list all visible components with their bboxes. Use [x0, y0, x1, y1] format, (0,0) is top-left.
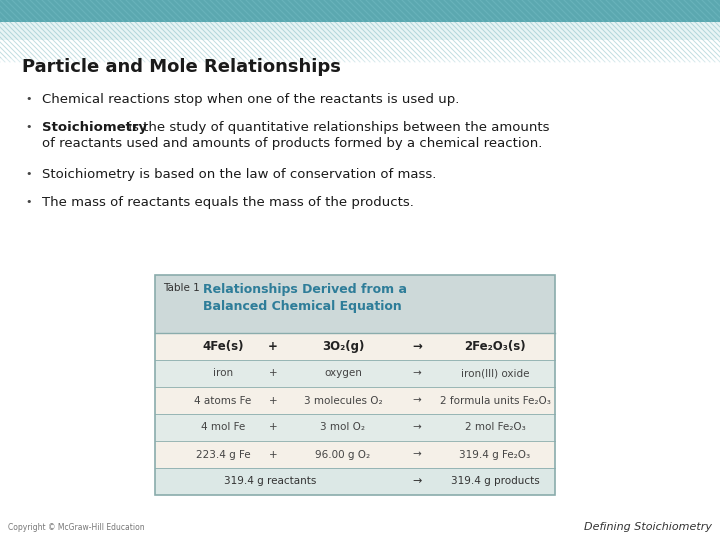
Text: Particle and Mole Relationships: Particle and Mole Relationships — [22, 58, 341, 76]
Text: →: → — [413, 476, 422, 487]
Bar — [0, 22, 720, 40]
Text: 319.4 g Fe₂O₃: 319.4 g Fe₂O₃ — [459, 449, 531, 460]
Bar — [155, 468, 555, 495]
Text: 319.4 g products: 319.4 g products — [451, 476, 539, 487]
Text: The mass of reactants equals the mass of the products.: The mass of reactants equals the mass of… — [42, 196, 414, 209]
Text: →: → — [413, 395, 421, 406]
Text: Balanced Chemical Equation: Balanced Chemical Equation — [203, 300, 402, 313]
Text: of reactants used and amounts of products formed by a chemical reaction.: of reactants used and amounts of product… — [42, 137, 542, 150]
Text: •: • — [25, 197, 32, 207]
Text: 2Fe₂O₃(s): 2Fe₂O₃(s) — [464, 340, 526, 353]
Text: iron(III) oxide: iron(III) oxide — [461, 368, 529, 379]
Text: 3 molecules O₂: 3 molecules O₂ — [304, 395, 382, 406]
Bar — [155, 275, 555, 333]
Bar — [155, 441, 555, 468]
Text: 4 atoms Fe: 4 atoms Fe — [194, 395, 251, 406]
Text: Relationships Derived from a: Relationships Derived from a — [203, 283, 407, 296]
Text: +: + — [269, 422, 277, 433]
Text: 4Fe(s): 4Fe(s) — [202, 340, 244, 353]
Bar — [155, 387, 555, 414]
Text: •: • — [25, 169, 32, 179]
Text: →: → — [413, 422, 421, 433]
Text: 4 mol Fe: 4 mol Fe — [201, 422, 245, 433]
Text: is the study of quantitative relationships between the amounts: is the study of quantitative relationshi… — [124, 121, 549, 134]
Text: Defining Stoichiometry: Defining Stoichiometry — [584, 522, 712, 532]
Text: Chemical reactions stop when one of the reactants is used up.: Chemical reactions stop when one of the … — [42, 93, 459, 106]
Text: 2 formula units Fe₂O₃: 2 formula units Fe₂O₃ — [440, 395, 550, 406]
Text: Stoichiometry: Stoichiometry — [42, 121, 147, 134]
Text: Table 1: Table 1 — [163, 283, 199, 293]
Text: •: • — [25, 122, 32, 132]
Bar — [155, 360, 555, 387]
Text: →: → — [412, 340, 422, 353]
Text: 223.4 g Fe: 223.4 g Fe — [196, 449, 251, 460]
Text: +: + — [268, 340, 278, 353]
Bar — [155, 333, 555, 360]
Text: →: → — [413, 368, 421, 379]
Text: 96.00 g O₂: 96.00 g O₂ — [315, 449, 371, 460]
Text: 3 mol O₂: 3 mol O₂ — [320, 422, 366, 433]
Text: →: → — [413, 449, 421, 460]
Text: iron: iron — [213, 368, 233, 379]
Text: Copyright © McGraw-Hill Education: Copyright © McGraw-Hill Education — [8, 523, 145, 532]
Text: +: + — [269, 368, 277, 379]
Text: oxygen: oxygen — [324, 368, 362, 379]
Text: 2 mol Fe₂O₃: 2 mol Fe₂O₃ — [464, 422, 526, 433]
Text: +: + — [269, 395, 277, 406]
Text: Stoichiometry is based on the law of conservation of mass.: Stoichiometry is based on the law of con… — [42, 168, 436, 181]
Text: +: + — [269, 449, 277, 460]
Text: 3O₂(g): 3O₂(g) — [322, 340, 364, 353]
Text: •: • — [25, 94, 32, 104]
Bar — [0, 22, 720, 40]
Bar — [0, 0, 720, 22]
Bar — [155, 275, 555, 495]
Bar — [155, 275, 555, 495]
Bar — [155, 414, 555, 441]
Text: 319.4 g reactants: 319.4 g reactants — [224, 476, 316, 487]
